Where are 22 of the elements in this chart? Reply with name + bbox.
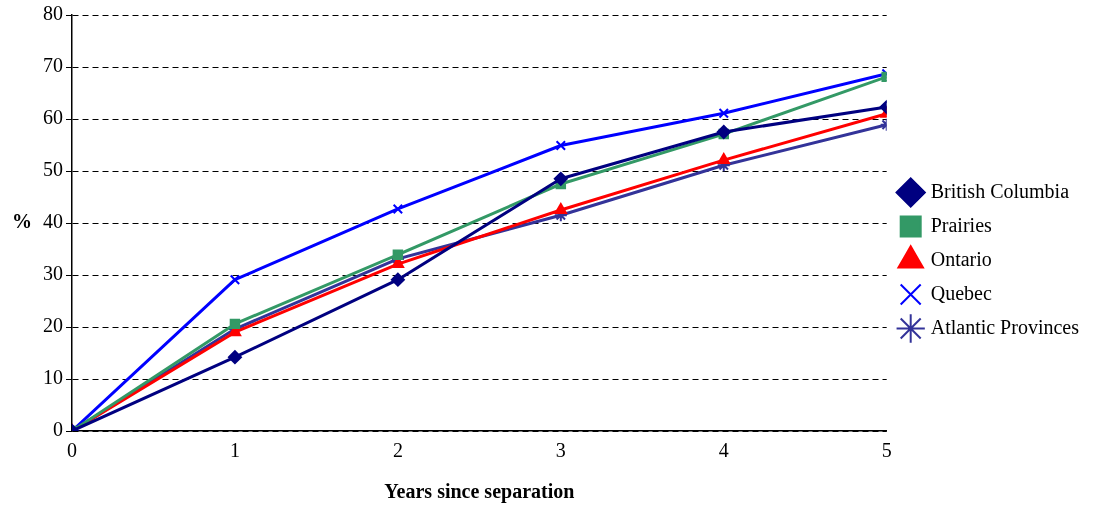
x-tick-label: 0: [67, 439, 77, 462]
y-tick-label: 30: [43, 262, 63, 285]
x-tick-label: 2: [392, 439, 403, 462]
legend-label: Prairies: [930, 213, 993, 236]
x-axis-title: Years since separation: [384, 480, 575, 504]
legend-label: Ontario: [930, 247, 992, 270]
y-tick-label: 40: [43, 210, 63, 233]
x-tick-label: 1: [229, 439, 240, 462]
legend-label: Atlantic Provinces: [930, 315, 1080, 338]
legend-label: British Columbia: [930, 179, 1070, 202]
y-tick-label: 10: [43, 366, 63, 389]
y-tick-label: 70: [43, 54, 63, 77]
y-axis-title: %: [12, 210, 32, 233]
y-tick-label: 80: [43, 2, 63, 25]
x-tick-label: 4: [718, 439, 729, 462]
x-tick-label: 3: [555, 439, 566, 462]
y-tick-label: 50: [43, 158, 63, 181]
y-tick-label: 0: [53, 418, 63, 441]
x-tick-label: 5: [881, 439, 892, 462]
y-tick-label: 60: [43, 106, 63, 129]
legend-label: Quebec: [930, 281, 992, 304]
y-tick-label: 20: [43, 314, 63, 337]
